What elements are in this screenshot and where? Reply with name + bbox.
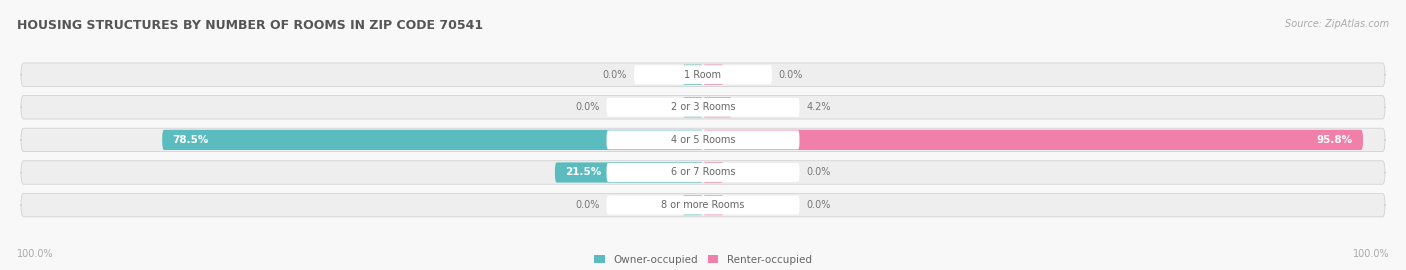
FancyBboxPatch shape	[162, 130, 703, 150]
FancyBboxPatch shape	[21, 161, 1385, 184]
Text: 0.0%: 0.0%	[575, 200, 599, 210]
Text: 100.0%: 100.0%	[17, 249, 53, 259]
Text: Source: ZipAtlas.com: Source: ZipAtlas.com	[1285, 19, 1389, 29]
Text: 2 or 3 Rooms: 2 or 3 Rooms	[671, 102, 735, 112]
FancyBboxPatch shape	[703, 65, 724, 85]
Text: HOUSING STRUCTURES BY NUMBER OF ROOMS IN ZIP CODE 70541: HOUSING STRUCTURES BY NUMBER OF ROOMS IN…	[17, 19, 484, 32]
Text: 0.0%: 0.0%	[807, 167, 831, 177]
Text: 1 Room: 1 Room	[685, 70, 721, 80]
FancyBboxPatch shape	[21, 63, 1385, 86]
Text: 6 or 7 Rooms: 6 or 7 Rooms	[671, 167, 735, 177]
FancyBboxPatch shape	[21, 128, 1385, 152]
Text: 4.2%: 4.2%	[807, 102, 831, 112]
Text: 0.0%: 0.0%	[575, 102, 599, 112]
Text: 0.0%: 0.0%	[779, 70, 803, 80]
FancyBboxPatch shape	[606, 98, 800, 117]
FancyBboxPatch shape	[555, 162, 703, 183]
Text: 78.5%: 78.5%	[173, 135, 209, 145]
FancyBboxPatch shape	[703, 130, 1362, 150]
Text: 95.8%: 95.8%	[1316, 135, 1353, 145]
FancyBboxPatch shape	[703, 162, 724, 183]
FancyBboxPatch shape	[682, 97, 703, 117]
FancyBboxPatch shape	[606, 196, 800, 215]
FancyBboxPatch shape	[606, 163, 800, 182]
FancyBboxPatch shape	[634, 65, 772, 84]
FancyBboxPatch shape	[682, 65, 703, 85]
FancyBboxPatch shape	[21, 193, 1385, 217]
Text: 100.0%: 100.0%	[1353, 249, 1389, 259]
Text: 0.0%: 0.0%	[603, 70, 627, 80]
Text: 21.5%: 21.5%	[565, 167, 602, 177]
Text: 8 or more Rooms: 8 or more Rooms	[661, 200, 745, 210]
FancyBboxPatch shape	[606, 130, 800, 149]
FancyBboxPatch shape	[703, 195, 724, 215]
Text: 0.0%: 0.0%	[807, 200, 831, 210]
FancyBboxPatch shape	[682, 195, 703, 215]
Text: 4 or 5 Rooms: 4 or 5 Rooms	[671, 135, 735, 145]
FancyBboxPatch shape	[703, 97, 733, 117]
Legend: Owner-occupied, Renter-occupied: Owner-occupied, Renter-occupied	[595, 255, 811, 265]
FancyBboxPatch shape	[21, 96, 1385, 119]
